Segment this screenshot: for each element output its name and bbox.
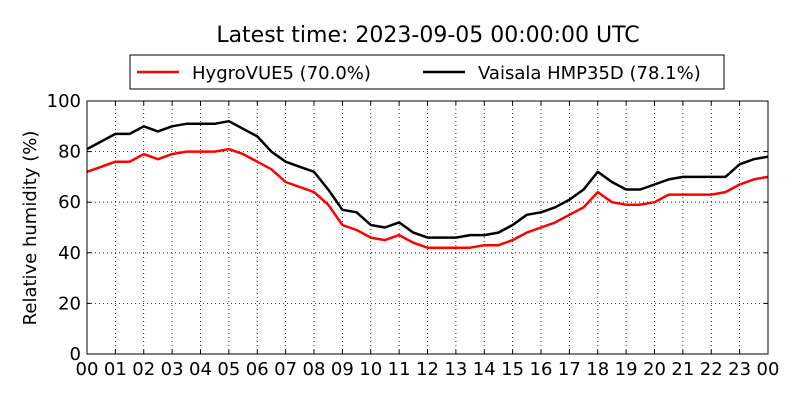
x-tick-label: 00 (757, 359, 780, 380)
x-tick-label: 21 (671, 359, 694, 380)
legend-label-vaisala: Vaisala HMP35D (78.1%) (478, 63, 701, 84)
series-lines (86, 119, 769, 249)
x-tick-label: 15 (501, 359, 524, 380)
grid-lines (87, 101, 768, 354)
x-tick-label: 22 (700, 359, 723, 380)
x-tick-label: 16 (530, 359, 553, 380)
x-tick-label: 08 (303, 359, 326, 380)
x-tick-label: 09 (331, 359, 354, 380)
x-tick-label: 10 (359, 359, 382, 380)
x-tick-label: 19 (615, 359, 638, 380)
series-line-0 (86, 147, 769, 249)
series-line-1 (86, 119, 769, 239)
x-tick-label: 17 (558, 359, 581, 380)
x-tick-label: 23 (728, 359, 751, 380)
x-tick-label: 01 (104, 359, 127, 380)
legend-label-hygrovue5: HygroVUE5 (70.0%) (192, 63, 371, 84)
y-tick-label: 20 (58, 293, 81, 314)
x-tick-label: 06 (246, 359, 269, 380)
y-tick-label: 40 (58, 243, 81, 264)
y-tick-label: 100 (47, 91, 81, 112)
y-axis-label: Relative humidity (%) (20, 131, 41, 326)
y-tick-label: 60 (58, 192, 81, 213)
x-tick-label: 20 (643, 359, 666, 380)
chart-title: Latest time: 2023-09-05 00:00:00 UTC (216, 23, 639, 48)
x-tick-label: 03 (161, 359, 184, 380)
legend: HygroVUE5 (70.0%) Vaisala HMP35D (78.1%) (129, 54, 725, 90)
x-tick-label: 12 (416, 359, 439, 380)
axis-ticks: 00 01 02 03 04 05 06 07 08 09 10 11 12 13 14 15 16 17 18 19… (47, 91, 780, 380)
x-tick-label: 18 (586, 359, 609, 380)
x-tick-label: 14 (473, 359, 496, 380)
x-tick-label: 02 (132, 359, 155, 380)
y-tick-label: 0 (70, 344, 81, 365)
x-tick-label: 13 (444, 359, 467, 380)
x-tick-label: 05 (217, 359, 240, 380)
x-tick-label: 11 (388, 359, 411, 380)
x-tick-label: 07 (274, 359, 297, 380)
y-tick-label: 80 (58, 142, 81, 163)
plot-area-frame (86, 100, 769, 355)
x-tick-label: 00 (76, 359, 99, 380)
x-tick-label: 04 (189, 359, 212, 380)
